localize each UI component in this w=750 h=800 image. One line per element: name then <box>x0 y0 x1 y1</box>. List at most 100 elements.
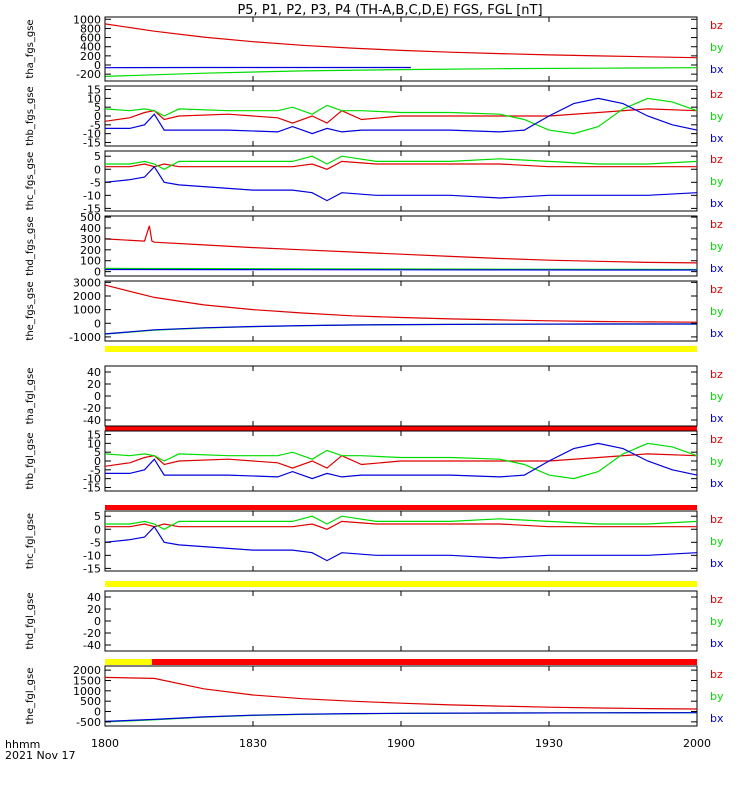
ytick-label-thb-fgl-15: 15 <box>87 429 101 442</box>
legend-thd-fgl-bx: bx <box>710 637 724 650</box>
legend-thb-fgl-bx: bx <box>710 477 724 490</box>
ytick-label-thc-fgs--10: -10 <box>83 189 101 202</box>
ylabel-tha-fgl: tha_fgl_gse <box>25 368 36 425</box>
series-thd-fgs-bx <box>104 268 697 271</box>
ytick-label-thb-fgs-5: 5 <box>94 101 101 114</box>
ytick-label-thb-fgl-5: 5 <box>94 446 101 459</box>
ytick-label-thd-fgl-40: 40 <box>87 591 101 604</box>
ytick-label-thb-fgs-0: 0 <box>94 110 101 123</box>
ytick-label-thc-fgs--5: -5 <box>90 176 101 189</box>
ytick-label-tha-fgs-800: 800 <box>80 22 101 35</box>
series-thd-fgs-by <box>104 267 698 271</box>
legend-thb-fgl-by: by <box>710 455 724 468</box>
ytick-label-thb-fgl--15: -15 <box>83 481 101 494</box>
xtick-label-1830: 1830 <box>239 737 267 750</box>
ytick-label-the-fgl-500: 500 <box>80 695 101 708</box>
series-thc-fgl-by <box>105 515 698 530</box>
legend-thc-fgl-by: by <box>710 535 724 548</box>
ytick-label-thb-fgl-10: 10 <box>87 437 101 450</box>
xtick-label-1900: 1900 <box>387 737 415 750</box>
ytick-label-thb-fgs--10: -10 <box>83 128 101 141</box>
legend-thb-fgs-by: by <box>710 110 724 123</box>
legend-thb-fgs-bz: bz <box>710 88 723 101</box>
series-thb-fgs-bx <box>105 97 698 135</box>
series-thc-fgl-bz <box>105 520 697 530</box>
ytick-label-tha-fgl--40: -40 <box>83 414 101 427</box>
ylabel-the-fgl: the_fgl_gse <box>25 668 36 725</box>
ytick-label-the-fgs-1000: 1000 <box>73 304 101 317</box>
series-thc-fgs-bz <box>105 160 697 170</box>
series-thc-fgs-by <box>105 155 698 170</box>
ytick-label-tha-fgl-40: 40 <box>87 366 101 379</box>
ytick-label-thb-fgs--15: -15 <box>83 136 101 149</box>
series-tha-fgs-bz <box>104 23 698 59</box>
ytick-label-tha-fgs-600: 600 <box>80 32 101 45</box>
mode-bar-2-0 <box>105 505 697 510</box>
ytick-label-tha-fgs-1000: 1000 <box>73 13 101 26</box>
ytick-label-thc-fgs-0: 0 <box>94 163 101 176</box>
legend-tha-fgs-bx: bx <box>710 63 724 76</box>
series-thd-fgs-bz <box>104 225 698 264</box>
series-thc-fgl-bx <box>104 525 698 562</box>
ytick-label-the-fgl-1000: 1000 <box>73 685 101 698</box>
ylabel-thc-fgl: thc_fgl_gse <box>25 513 36 569</box>
mode-bar-1-0 <box>105 426 697 431</box>
legend-the-fgs-bz: bz <box>710 283 723 296</box>
ytick-label-tha-fgl--20: -20 <box>83 402 101 415</box>
panel-frame-thc-fgl <box>104 510 698 572</box>
ytick-label-the-fgl--500: -500 <box>76 716 101 729</box>
legend-thc-fgs-bx: bx <box>710 197 724 210</box>
ytick-label-the-fgl-0: 0 <box>94 706 101 719</box>
ytick-label-tha-fgl-20: 20 <box>87 378 101 391</box>
legend-thc-fgs-bz: bz <box>710 153 723 166</box>
ytick-label-tha-fgs-400: 400 <box>80 41 101 54</box>
panel-frame-tha-fgs <box>104 16 698 82</box>
series-thc-fgs-bx <box>104 165 698 202</box>
ytick-label-thd-fgs-300: 300 <box>80 233 101 246</box>
mode-bar-3-0 <box>105 581 697 587</box>
ytick-label-the-fgl-2000: 2000 <box>73 664 101 677</box>
ylabel-thb-fgs: thb_fgs_gse <box>25 86 36 145</box>
ytick-label-thc-fgl--15: -15 <box>83 562 101 575</box>
ytick-label-thc-fgl-5: 5 <box>94 510 101 523</box>
panel-frame-tha-fgl <box>104 365 698 427</box>
legend-thc-fgs-by: by <box>710 175 724 188</box>
series-tha-fgs-by <box>104 67 698 77</box>
ytick-label-thc-fgl--5: -5 <box>90 536 101 549</box>
ytick-label-thd-fgl--20: -20 <box>83 627 101 640</box>
legend-thc-fgl-bz: bz <box>710 513 723 526</box>
ytick-label-thc-fgl--10: -10 <box>83 549 101 562</box>
series-thb-fgs-bz <box>104 108 698 124</box>
ytick-label-tha-fgs--200: -200 <box>76 68 101 81</box>
series-the-fgs-by <box>104 323 697 335</box>
panel-frame-the-fgs <box>104 280 698 342</box>
legend-tha-fgl-bx: bx <box>710 412 724 425</box>
ytick-label-thb-fgl-0: 0 <box>94 455 101 468</box>
ytick-label-tha-fgs-0: 0 <box>94 59 101 72</box>
series-the-fgs-bx <box>104 323 697 335</box>
ylabel-thd-fgl: thd_fgl_gse <box>25 593 36 650</box>
series-the-fgl-bz <box>104 676 698 710</box>
legend-tha-fgl-by: by <box>710 390 724 403</box>
legend-tha-fgs-by: by <box>710 41 724 54</box>
ytick-label-tha-fgl-0: 0 <box>94 390 101 403</box>
mode-bar-4-0 <box>105 659 152 665</box>
xtick-label-1930: 1930 <box>535 737 563 750</box>
mode-bar-4-1 <box>151 659 697 665</box>
ylabel-thc-fgs: thc_fgs_gse <box>25 152 36 211</box>
ytick-label-thb-fgl--10: -10 <box>83 473 101 486</box>
legend-tha-fgs-bz: bz <box>710 19 723 32</box>
ylabel-thd-fgs: thd_fgs_gse <box>25 216 36 275</box>
ytick-label-the-fgs-2000: 2000 <box>73 290 101 303</box>
legend-thd-fgl-bz: bz <box>710 593 723 606</box>
ytick-label-tha-fgs-200: 200 <box>80 50 101 63</box>
ylabel-tha-fgs: tha_fgs_gse <box>25 19 36 78</box>
xtick-label-2000: 2000 <box>683 737 711 750</box>
ytick-label-thc-fgs-5: 5 <box>94 150 101 163</box>
series-thb-fgl-bz <box>104 453 698 469</box>
mode-bar-0-0 <box>105 346 697 352</box>
panel-frame-thd-fgl <box>104 590 698 652</box>
series-the-fgl-bx <box>104 712 698 722</box>
